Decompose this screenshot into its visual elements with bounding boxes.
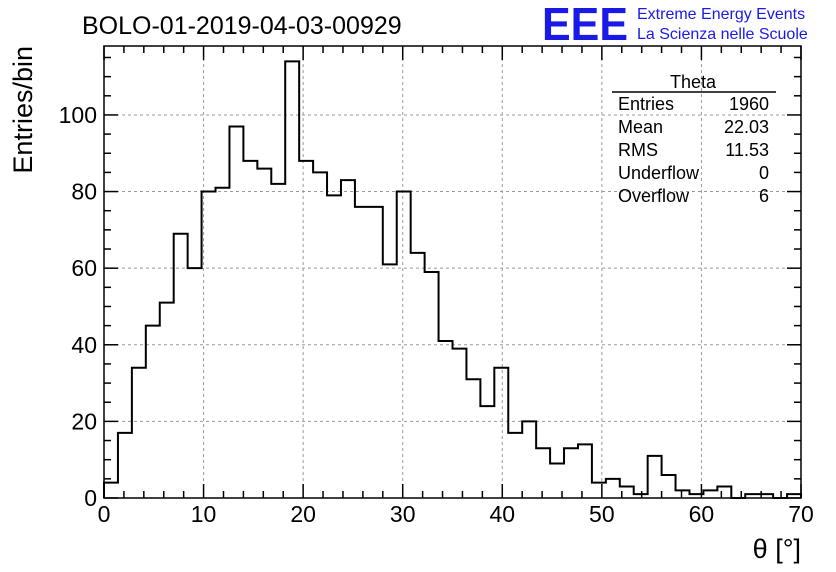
- x-tick-label: 50: [589, 501, 615, 527]
- eee-logo: EEE Extreme Energy Events La Scienza nel…: [542, 0, 808, 50]
- stats-box: Theta Entries 1960 Mean 22.03 RMS 11.53 Underf…: [612, 72, 776, 206]
- x-tick-label: 30: [390, 501, 416, 527]
- eee-logo-mark: EEE: [542, 0, 628, 50]
- x-tick-label: 0: [98, 501, 111, 527]
- stats-title: Theta: [670, 72, 717, 92]
- stats-value: 22.03: [724, 117, 769, 137]
- stats-label: Entries: [618, 94, 674, 114]
- y-axis-label: Entries/bin: [8, 46, 38, 174]
- stats-value: 6: [759, 186, 769, 206]
- x-tick-label: 10: [191, 501, 217, 527]
- eee-logo-line2: La Scienza nelle Scuole: [637, 26, 808, 43]
- stats-value: 1960: [729, 94, 769, 114]
- stats-label: RMS: [618, 140, 658, 160]
- stats-label: Mean: [618, 117, 663, 137]
- plot-frame: [103, 45, 802, 499]
- stats-value: 0: [759, 163, 769, 183]
- y-tick-label: 20: [71, 408, 97, 434]
- axis-ticks: [103, 46, 802, 499]
- histogram-series: [103, 60, 802, 499]
- y-tick-label: 0: [84, 485, 97, 511]
- stats-label: Overflow: [618, 186, 690, 206]
- y-tick-labels: 0 20 40 60 80 100: [59, 102, 97, 511]
- x-tick-label: 40: [489, 501, 515, 527]
- y-tick-label: 100: [59, 102, 97, 128]
- stats-label: Underflow: [618, 163, 700, 183]
- eee-logo-line1: Extreme Energy Events: [637, 6, 805, 23]
- y-tick-label: 60: [71, 255, 97, 281]
- x-axis-label: θ [°]: [753, 534, 801, 564]
- grid-lines: [104, 46, 801, 498]
- stats-value: 11.53: [725, 140, 769, 160]
- x-tick-label: 20: [290, 501, 316, 527]
- y-tick-label: 40: [71, 332, 97, 358]
- y-tick-label: 80: [71, 179, 97, 205]
- x-tick-labels: 0 10 20 30 40 50 60 70: [98, 501, 814, 527]
- x-tick-label: 60: [689, 501, 715, 527]
- chart-title: BOLO-01-2019-04-03-00929: [82, 12, 402, 40]
- x-tick-label: 70: [788, 501, 814, 527]
- stats-rows: Entries 1960 Mean 22.03 RMS 11.53 Underflow 0 Ov…: [618, 94, 769, 206]
